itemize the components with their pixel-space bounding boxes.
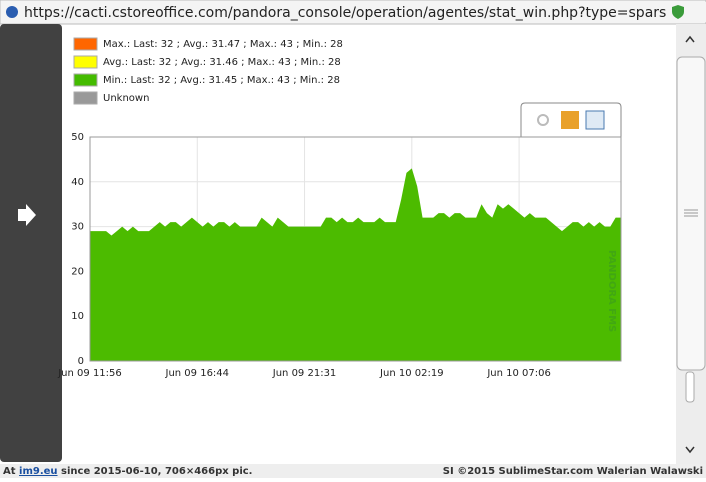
expand-arrow[interactable] [18, 204, 36, 226]
y-tick-label: 50 [71, 132, 84, 143]
legend-label: Max.: Last: 32 ; Avg.: 31.47 ; Max.: 43 … [103, 39, 343, 50]
favicon [6, 6, 18, 18]
y-tick-label: 0 [78, 356, 84, 367]
x-tick-label: Jun 09 16:44 [165, 368, 230, 379]
legend-swatch [73, 55, 98, 69]
security-icon[interactable] [672, 5, 684, 19]
legend-swatch [73, 73, 98, 87]
legend-label: Unknown [103, 93, 149, 104]
y-tick-label: 20 [71, 266, 84, 277]
plot-border [89, 136, 622, 362]
thumb-grip [684, 209, 698, 217]
scroll-down[interactable] [685, 446, 695, 454]
chart-icon[interactable] [585, 110, 605, 130]
legend-label: Min.: Last: 32 ; Avg.: 31.45 ; Max.: 43 … [103, 75, 340, 86]
footer-left: At im9.eu since 2015-06-10, 706×466px pi… [3, 466, 252, 477]
chart: Max.: Last: 32 ; Avg.: 31.47 ; Max.: 43 … [57, 37, 622, 379]
zoom-icon[interactable] [537, 114, 549, 126]
x-tick-label: Jun 09 21:31 [272, 368, 337, 379]
url[interactable]: https://cacti.cstoreoffice.com/pandora_c… [24, 5, 706, 21]
x-tick-label: Jun 10 07:06 [486, 368, 551, 379]
address-bar [0, 0, 706, 25]
legend-label: Avg.: Last: 32 ; Avg.: 31.46 ; Max.: 43 … [103, 57, 341, 68]
watermark: PANDORA FMS [606, 250, 617, 332]
y-tick-label: 40 [71, 177, 84, 188]
scroll-thumb-2 [685, 371, 695, 403]
footer-right: SI ©2015 SublimeStar.com Walerian Walaws… [443, 466, 703, 477]
footer-bar [0, 464, 706, 478]
scroll-up[interactable] [685, 35, 695, 43]
y-tick-label: 30 [71, 222, 84, 233]
footer-suffix: since 2015-06-10, 706×466px pic. [58, 466, 253, 477]
y-tick-label: 10 [71, 311, 84, 322]
side-panel [0, 24, 62, 462]
legend-swatch [73, 37, 98, 51]
footer-link[interactable]: im9.eu [19, 466, 58, 477]
x-tick-label: Jun 09 11:56 [57, 368, 122, 379]
legend-swatch [73, 91, 98, 105]
export-icon[interactable] [561, 111, 579, 129]
x-tick-label: Jun 10 02:19 [379, 368, 444, 379]
footer-prefix: At [3, 466, 19, 477]
area [90, 168, 621, 361]
